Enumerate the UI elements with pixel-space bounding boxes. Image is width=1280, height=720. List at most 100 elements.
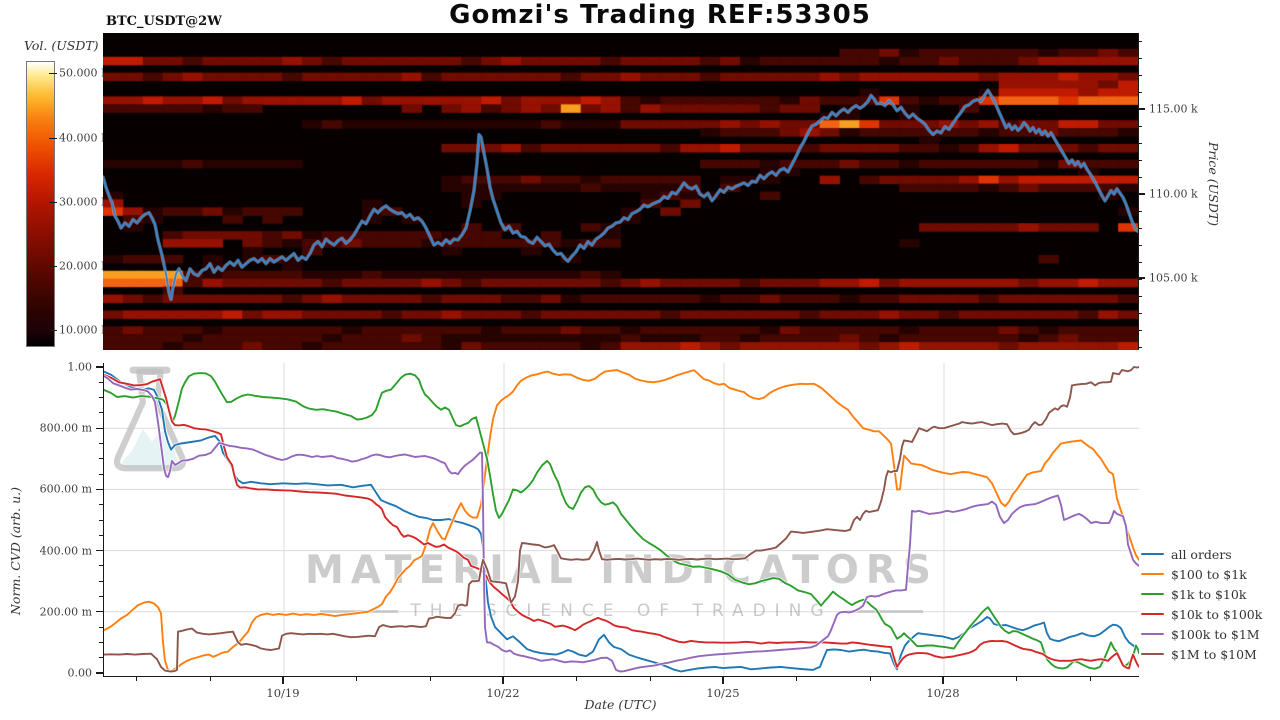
x-minor-tick [869, 677, 871, 681]
page-title: Gomzi's Trading REF:53305 [449, 0, 871, 30]
price-minor-tick [1138, 40, 1142, 42]
cvd-minor-tick [99, 443, 103, 444]
legend-item: $1k to $10k [1141, 584, 1262, 604]
price-minor-tick [1138, 74, 1142, 76]
cvd-major-tick [96, 488, 103, 490]
x-minor-tick [209, 677, 211, 681]
cvd-minor-tick [99, 580, 103, 582]
colorbar-tick-label: 20.000 M [59, 259, 113, 273]
price-axis-title: Price (USDT) [1206, 142, 1221, 226]
price-minor-tick [1138, 278, 1142, 280]
price-major-tick [1138, 108, 1145, 110]
x-tick-label: 10/19 [266, 686, 300, 700]
price-minor-tick [1138, 210, 1142, 212]
legend-label: $100k to $1M [1171, 626, 1260, 642]
price-minor-tick [1138, 295, 1142, 297]
cvd-minor-tick [99, 504, 103, 506]
x-axis-title: Date (UTC) [584, 697, 657, 712]
cvd-axis-title: Norm. CVD (arb. u.) [8, 487, 23, 615]
cvd-minor-tick [99, 657, 103, 659]
colorbar-tick-label: 50.000 M [59, 66, 113, 80]
colorbar-tick [49, 201, 57, 203]
cvd-major-tick [96, 550, 103, 552]
legend-item: all orders [1141, 544, 1262, 564]
cvd-minor-tick [99, 534, 103, 536]
colorbar-tick [49, 72, 57, 74]
cvd-major-tick [96, 611, 103, 613]
symbol-label: BTC_USDT@2W [106, 14, 222, 29]
legend-item: $100k to $1M [1141, 624, 1262, 644]
price-minor-tick [1138, 159, 1142, 161]
legend-item: $1M to $10M [1141, 644, 1262, 664]
colorbar-tick [49, 265, 57, 267]
colorbar-tick-label: 30.000 M [59, 195, 113, 209]
price-minor-tick [1138, 125, 1142, 127]
x-major-tick [942, 677, 944, 684]
cvd-tick-label: 1.00 [67, 360, 93, 374]
colorbar-tick-label: 10.000 M [59, 323, 113, 337]
price-tick-label: 110.00 k [1149, 187, 1198, 201]
cvd-major-tick [96, 366, 103, 368]
cvd-minor-tick [99, 626, 103, 628]
price-minor-tick [1138, 312, 1142, 314]
price-minor-tick [1138, 227, 1142, 229]
cvd-tick-label: 400.00 m [39, 544, 92, 558]
legend-label: $10k to $100k [1171, 606, 1263, 622]
volume-heatmap-canvas [103, 33, 1138, 350]
x-tick-label: 10/22 [486, 686, 520, 700]
cvd-tick-label: 0.00 [67, 666, 93, 680]
x-minor-tick [795, 677, 797, 681]
price-minor-tick [1138, 142, 1142, 144]
legend-color-dash [1141, 652, 1164, 656]
colorbar-tick [49, 137, 57, 139]
price-minor-tick [1138, 329, 1142, 331]
cvd-minor-tick [99, 473, 103, 475]
legend-label: all orders [1171, 546, 1232, 562]
legend-item: $10k to $100k [1141, 604, 1262, 624]
x-major-tick [722, 677, 724, 684]
x-tick-label: 10/28 [926, 686, 960, 700]
legend-item: $100 to $1k [1141, 564, 1262, 584]
colorbar-title: Vol. (USDT) [24, 38, 99, 53]
price-tick-label: 115.00 k [1149, 102, 1198, 116]
legend-label: $1k to $10k [1171, 586, 1247, 602]
x-minor-tick [355, 677, 357, 681]
cvd-major-tick [96, 427, 103, 429]
legend-color-dash [1141, 632, 1164, 636]
x-major-tick [502, 677, 504, 684]
x-major-tick [282, 677, 284, 684]
x-minor-tick [649, 677, 651, 681]
cvd-minor-tick [99, 519, 103, 521]
price-line-chart [103, 88, 1138, 302]
x-minor-tick [429, 677, 431, 681]
cvd-minor-tick [99, 458, 103, 460]
colorbar-tick [49, 329, 57, 331]
cvd-tick-label: 800.00 m [39, 421, 92, 435]
price-minor-tick [1138, 346, 1142, 348]
price-minor-tick [1138, 91, 1142, 93]
legend: all orders $100 to $1k $1k to $10k $10k to … [1141, 544, 1262, 664]
price-major-tick [1138, 193, 1145, 195]
cvd-major-tick [96, 672, 103, 674]
cvd-gridlines [104, 363, 1139, 676]
price-minor-tick [1138, 57, 1142, 59]
x-minor-tick [135, 677, 137, 681]
cvd-minor-tick [99, 596, 103, 597]
colorbar-tick-label: 40.000 M [59, 131, 113, 145]
cvd-minor-tick [99, 381, 103, 383]
price-minor-tick [1138, 261, 1142, 263]
heatmap-right-spine [1138, 33, 1139, 350]
price-minor-tick [1138, 244, 1142, 246]
cvd-minor-tick [99, 565, 103, 567]
volume-colorbar [26, 61, 55, 347]
cvd-minor-tick [99, 641, 103, 643]
legend-label: $100 to $1k [1171, 566, 1247, 582]
cvd-line-chart [104, 365, 1139, 674]
cvd-minor-tick [99, 397, 103, 399]
x-minor-tick [1015, 677, 1017, 681]
legend-color-dash [1141, 552, 1164, 556]
legend-color-dash [1141, 572, 1164, 576]
cvd-minor-tick [99, 412, 103, 414]
price-minor-tick [1138, 176, 1142, 178]
